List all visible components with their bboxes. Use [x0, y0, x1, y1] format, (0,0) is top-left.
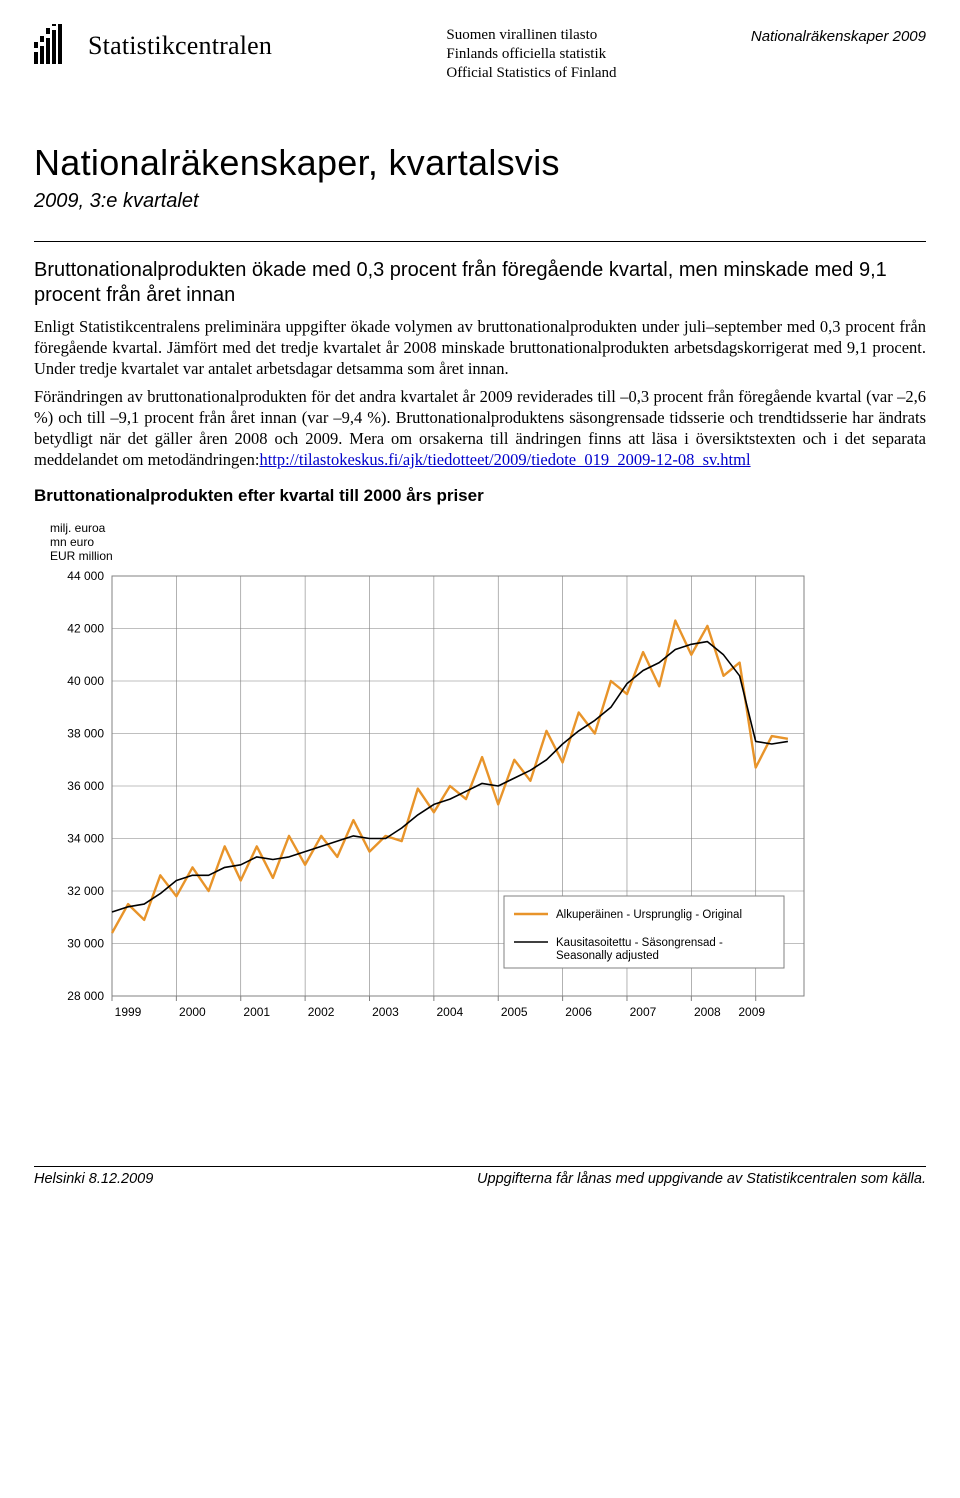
page-title: Nationalräkenskaper, kvartalsvis [34, 142, 926, 184]
svg-text:28 000: 28 000 [67, 989, 104, 1003]
svg-text:2008: 2008 [694, 1005, 721, 1019]
svg-text:40 000: 40 000 [67, 674, 104, 688]
gdp-chart-svg: 28 000 30 000 32 000 34 000 36 000 38 000 40 0… [34, 516, 824, 1036]
logo-icon [34, 24, 78, 68]
svg-text:2004: 2004 [437, 1005, 464, 1019]
page-footer: Helsinki 8.12.2009 Uppgifterna får lånas… [34, 1166, 926, 1187]
svg-text:mn euro: mn euro [50, 535, 94, 549]
body-para-2: Förändringen av bruttonationalprodukten … [34, 386, 926, 470]
svg-text:30 000: 30 000 [67, 937, 104, 951]
body-para-1: Enligt Statistikcentralens preliminära u… [34, 316, 926, 379]
svg-text:2002: 2002 [308, 1005, 335, 1019]
svg-text:44 000: 44 000 [67, 569, 104, 583]
svg-text:34 000: 34 000 [67, 832, 104, 846]
official-stats-fi: Suomen virallinen tilasto [446, 26, 616, 45]
footer-left: Helsinki 8.12.2009 [34, 1171, 153, 1187]
official-stats-block: Suomen virallinen tilasto Finlands offic… [446, 26, 616, 82]
official-stats-en: Official Statistics of Finland [446, 64, 616, 83]
page-header: Statistikcentralen Suomen virallinen til… [34, 24, 926, 82]
svg-text:2006: 2006 [565, 1005, 592, 1019]
chart-title: Bruttonationalprodukten efter kvartal ti… [34, 486, 926, 506]
org-name: Statistikcentralen [88, 31, 272, 61]
svg-text:38 000: 38 000 [67, 727, 104, 741]
svg-text:32 000: 32 000 [67, 884, 104, 898]
footer-right: Uppgifterna får lånas med uppgivande av … [477, 1171, 926, 1187]
svg-text:36 000: 36 000 [67, 779, 104, 793]
logo-block: Statistikcentralen [34, 24, 272, 68]
svg-text:Kausitasoitettu - Säsongrensad: Kausitasoitettu - Säsongrensad - [556, 937, 723, 949]
svg-text:2001: 2001 [243, 1005, 270, 1019]
lede-text: Bruttonationalprodukten ökade med 0,3 pr… [34, 258, 926, 308]
method-change-link[interactable]: http://tilastokeskus.fi/ajk/tiedotteet/2… [259, 450, 750, 469]
header-right-label: Nationalräkenskaper 2009 [751, 28, 926, 45]
svg-text:42 000: 42 000 [67, 622, 104, 636]
svg-text:2007: 2007 [630, 1005, 657, 1019]
svg-text:Seasonally adjusted: Seasonally adjusted [556, 950, 659, 962]
svg-text:2000: 2000 [179, 1005, 206, 1019]
svg-text:2005: 2005 [501, 1005, 528, 1019]
gdp-chart: 28 000 30 000 32 000 34 000 36 000 38 000 40 0… [34, 516, 926, 1036]
svg-text:milj. euroa: milj. euroa [50, 521, 106, 535]
official-stats-sv: Finlands officiella statistik [446, 45, 616, 64]
svg-text:2003: 2003 [372, 1005, 399, 1019]
title-rule [34, 241, 926, 242]
svg-text:1999: 1999 [115, 1005, 142, 1019]
footer-rule [34, 1166, 926, 1167]
svg-text:2009: 2009 [738, 1005, 765, 1019]
svg-text:Alkuperäinen - Ursprunglig - O: Alkuperäinen - Ursprunglig - Original [556, 909, 742, 921]
svg-text:EUR million: EUR million [50, 549, 113, 563]
page-subtitle: 2009, 3:e kvartalet [34, 190, 926, 213]
